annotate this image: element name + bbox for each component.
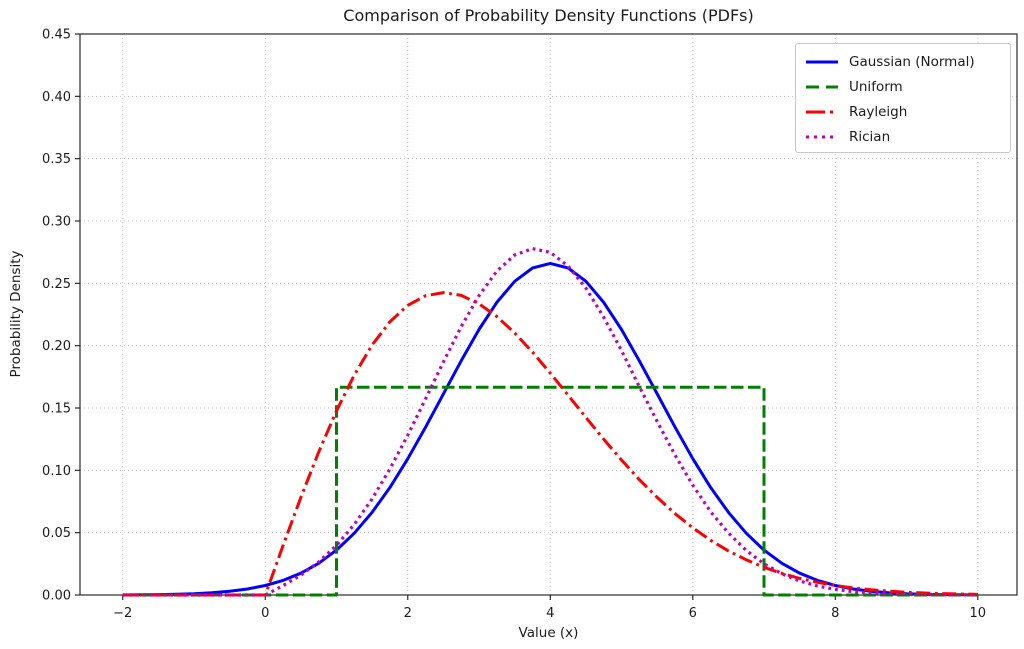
x-tick-label: −2 — [113, 606, 132, 621]
x-tick-label: 6 — [689, 606, 697, 621]
legend-item-uniform: Uniform — [804, 74, 1010, 99]
legend: Gaussian (Normal) Uniform Rayleigh Ricia… — [795, 43, 1011, 153]
gaussian-curve — [122, 261, 978, 597]
y-tick-label: 0.20 — [42, 339, 71, 354]
x-axis-label: Value (x) — [518, 625, 579, 641]
x-tick-label: 0 — [261, 606, 269, 621]
y-tick-label: 0.45 — [42, 28, 71, 43]
axes-spines — [79, 33, 1018, 596]
y-tick-label: 0.00 — [42, 589, 71, 604]
y-tick-label: 0.30 — [42, 215, 71, 230]
legend-line-sample-rician — [806, 135, 838, 138]
rayleigh-curve — [122, 291, 978, 597]
x-tick-label: 10 — [970, 606, 987, 621]
legend-label-uniform: Uniform — [849, 78, 903, 95]
x-tick-label: 8 — [831, 606, 839, 621]
y-tick-label: 0.40 — [42, 90, 71, 105]
y-tick-label: 0.10 — [42, 464, 71, 479]
legend-item-rician: Rician — [804, 124, 1010, 149]
chart-title: Comparison of Probability Density Functi… — [343, 6, 754, 25]
legend-line-sample-uniform — [806, 85, 838, 88]
legend-label-rayleigh: Rayleigh — [849, 103, 908, 120]
legend-label-rician: Rician — [849, 128, 891, 145]
x-tick-label: 4 — [546, 606, 554, 621]
y-axis-label: Probability Density — [8, 250, 24, 378]
legend-item-gaussian: Gaussian (Normal) — [804, 49, 1010, 74]
legend-item-rayleigh: Rayleigh — [804, 99, 1010, 124]
uniform-curve — [122, 385, 978, 597]
x-tick-label: 2 — [404, 606, 412, 621]
legend-line-sample-rayleigh — [806, 110, 838, 113]
y-tick-label: 0.15 — [42, 402, 71, 417]
rician-curve — [122, 247, 978, 597]
legend-line-sample-gaussian — [806, 60, 838, 63]
y-tick-label: 0.05 — [42, 526, 71, 541]
y-tick-label: 0.25 — [42, 277, 71, 292]
legend-label-gaussian: Gaussian (Normal) — [849, 53, 975, 70]
y-tick-label: 0.35 — [42, 152, 71, 167]
